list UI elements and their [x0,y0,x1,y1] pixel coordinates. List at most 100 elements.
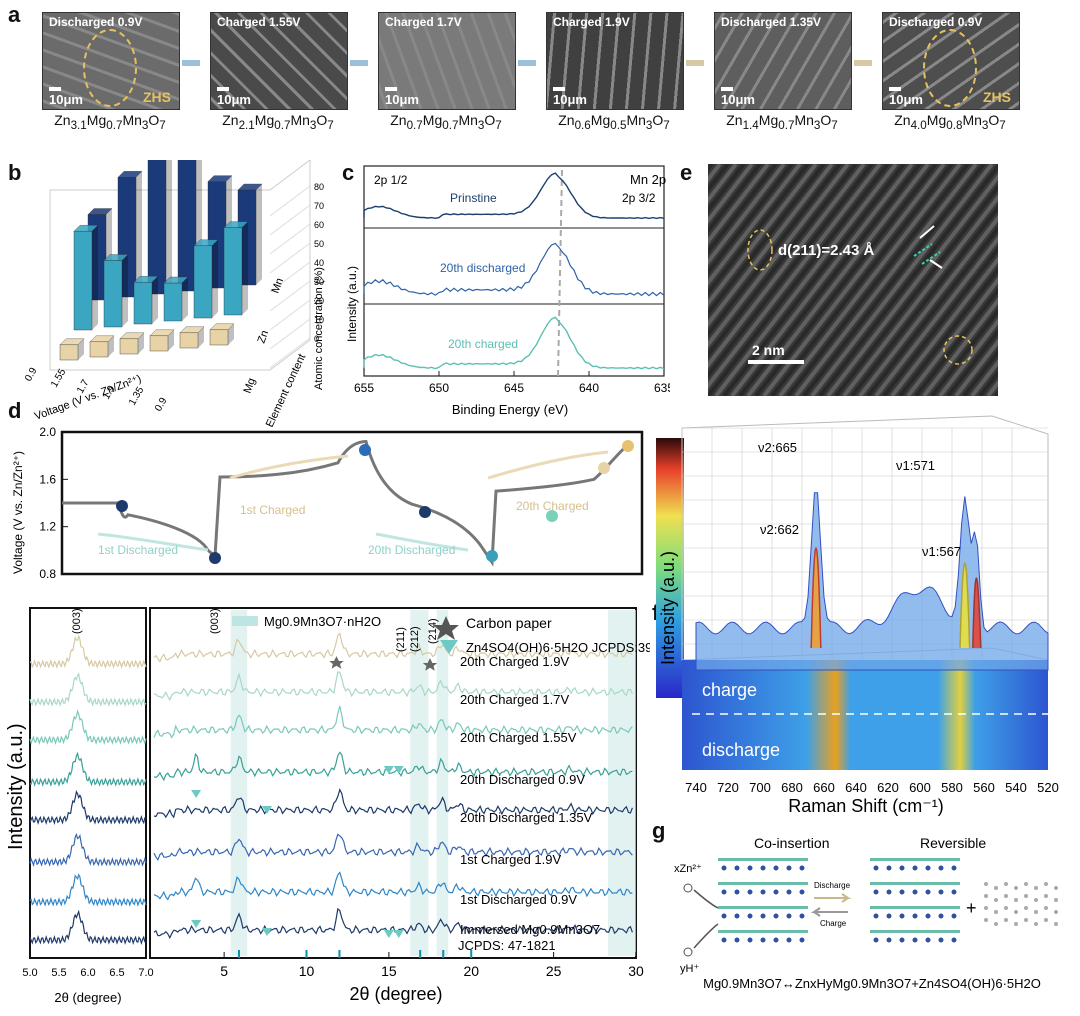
x-tick-label: 700 [749,780,771,795]
bar-top [103,254,129,261]
peak-label: (212) [409,626,421,652]
voltage-curve [62,439,631,567]
atom [994,922,998,926]
zhs-peak-marker [393,930,404,938]
atom [925,889,931,895]
atom [760,889,766,895]
layer [870,882,960,885]
atom [1024,882,1028,886]
atom [786,937,792,943]
atom [747,889,753,895]
annotation: 20th Charged [516,499,589,513]
atom [760,937,766,943]
bar [89,341,109,358]
scale-bar-label: 10μm [553,92,587,107]
atom [984,918,988,922]
zhs-label: ZHS [143,89,171,105]
zhs-peak-marker [261,806,272,814]
atom [994,886,998,890]
gridline [269,337,311,369]
xrd-zoom-line [29,709,147,746]
annotation: 1st Charged [240,503,305,517]
sem-image: Charged 1.9V 10μm [546,12,684,110]
marker [598,462,610,474]
gridline [269,185,311,217]
x-tick-label: 620 [877,780,899,795]
zhs-peak-marker [383,930,394,938]
panel-d-xrd-chart: 5 10 15 20 25 30 5.0 5.5 6.0 6.5 7.0 20th Charged … [5,607,650,1005]
scale-bar-label: 10μm [889,92,923,107]
atom [1014,898,1018,902]
arrow-20th-charged [487,450,609,480]
atom [925,913,931,919]
atom [747,865,753,871]
lattice-fringe [708,164,890,396]
lattice-fringe [858,214,998,396]
lattice-fringe [890,256,998,396]
peak-label: ν1:567 [922,544,961,559]
x-tick-label: 600 [909,780,931,795]
bar-side [122,254,128,327]
highlight-band [607,610,636,956]
bar-side [228,323,234,345]
annotation: 20th Discharged [368,543,455,557]
bar-side [182,277,188,321]
x-tick-label: 645 [504,381,524,395]
bar [59,344,79,361]
bar-side [92,225,98,330]
xrd-zoom-line [29,832,147,867]
series-label: 20th Charged 1.7V [460,692,569,707]
lattice-fringe [754,164,938,396]
zhs-structure [984,882,1058,926]
x-tick-label: 660 [813,780,835,795]
atom [951,937,957,943]
chart-title: Mn 2p [630,172,666,187]
atom [873,937,879,943]
panel-label-c: c [342,160,355,185]
lattice-fringe [850,204,998,396]
bar-top [237,183,263,191]
zn-ion-icon [683,883,693,893]
atom [734,913,740,919]
lattice-fringe [708,164,818,307]
y-tick-label: 0 [314,334,319,344]
lattice-fringe [722,164,906,396]
atom [938,889,944,895]
arrow [693,889,719,909]
outline [943,335,973,365]
atom [747,937,753,943]
atom [799,865,805,871]
x-axis-label: Binding Energy (eV) [452,402,568,417]
y-tick-label: 70 [314,201,324,211]
bar-top [149,329,175,337]
atom [773,865,779,871]
arrow-20th-discharged [375,532,469,552]
bar-side [256,184,262,285]
lattice-fringe [746,164,930,396]
atom [786,865,792,871]
atom [1054,922,1058,926]
peak-guide [557,169,563,377]
atom [1014,922,1018,926]
y-tick-label: 30 [314,277,324,287]
atom [1044,918,1048,922]
panel-g-schematic: Co-insertion Reversible xZn²⁺ yH⁺ Discha… [674,835,1058,991]
plus-sign: + [966,898,977,918]
xrd-line [154,671,633,702]
zoom-x-tick-label: 5.0 [22,967,37,979]
bar-side [78,338,84,360]
y-tick-label: 20 [314,296,324,306]
lattice-fringe [962,348,998,396]
xrd-zoom-line [29,873,147,907]
atom [912,913,918,919]
atom [721,889,727,895]
atom [734,937,740,943]
x-tick-label: 15 [381,963,397,979]
lattice-right [870,858,960,943]
bar-side [242,221,248,315]
right-title: Reversible [920,835,986,851]
charge-label: Charge [820,919,847,928]
state-label: Discharged 0.9V [49,15,143,29]
zhs-outline [83,29,137,107]
scale-bar [217,87,229,91]
